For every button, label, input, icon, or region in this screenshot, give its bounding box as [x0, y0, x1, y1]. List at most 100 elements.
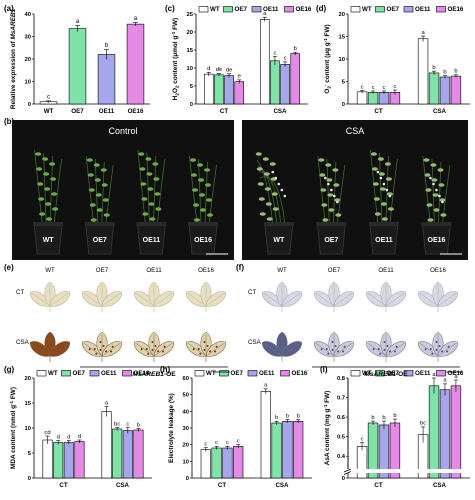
y-tick-label: 20: [25, 57, 31, 63]
pot-rim: [84, 222, 115, 226]
significance-letter: a: [105, 400, 109, 406]
lesion: [93, 348, 96, 351]
trifoliate-leaf: [262, 281, 302, 312]
legend-swatch-oe16: [436, 370, 446, 377]
lesion: [110, 350, 113, 353]
dried-leaf: [333, 194, 336, 198]
significance-letter: c: [284, 56, 287, 62]
legend-label: WT: [362, 6, 372, 13]
lesion: [162, 350, 165, 353]
leaf: [257, 182, 264, 186]
pot-rim: [33, 222, 64, 226]
bar-oe16: [74, 441, 85, 479]
leaf: [425, 188, 432, 192]
leaf: [155, 207, 162, 211]
pot-rim: [188, 222, 219, 226]
leaf-vein: [281, 293, 301, 307]
x-tick-label: CSA: [433, 482, 447, 489]
plant: [137, 149, 166, 225]
legend-label: OE11: [101, 370, 117, 377]
bar-oe7: [270, 60, 280, 105]
leaf: [103, 213, 110, 217]
bar-oe7: [428, 385, 440, 479]
leaf: [197, 163, 204, 167]
legend-swatch-oe7: [219, 370, 229, 377]
panel-label: (d): [316, 4, 327, 13]
leaf-vein: [135, 293, 155, 307]
leaf: [384, 162, 391, 166]
row-label: CT: [248, 289, 256, 296]
lesion: [140, 348, 143, 351]
axis-break-gap: [344, 469, 472, 473]
dried-leaf: [435, 188, 438, 192]
legend-swatch-oe16: [436, 6, 446, 13]
x-tick-label: CSA: [116, 482, 130, 489]
legend-swatch-oe16: [280, 370, 290, 377]
significance-letter: b: [382, 415, 385, 421]
stem: [152, 155, 157, 225]
lesion: [325, 348, 328, 351]
leaf-vein: [333, 343, 353, 357]
leaf: [432, 193, 439, 197]
significance-letter: b: [137, 422, 140, 428]
panel-label: (c): [165, 4, 175, 13]
trifoliate-leaf: [186, 331, 226, 362]
lesion: [343, 345, 346, 348]
lesion: [151, 349, 154, 351]
bar-oe16: [233, 446, 244, 479]
y-tick-label: 0.5: [337, 435, 346, 441]
significance-letter: bc: [420, 421, 426, 427]
leaf-panel-dab: WT OE7 OE11 OE16 CT CSA MsAREB1-OE: [16, 267, 230, 378]
panel-label: (f): [236, 263, 244, 272]
lesion: [192, 348, 195, 351]
stem: [385, 155, 389, 225]
lesion: [441, 350, 444, 353]
trifoliate-leaf: [30, 331, 70, 362]
significance-letter: c: [393, 84, 396, 90]
dried-leaf: [280, 188, 284, 192]
significance-letter: c: [372, 85, 375, 91]
x-tick-label: WT: [44, 108, 54, 115]
legend-label: OE11: [263, 6, 279, 13]
leaf-vein: [31, 293, 51, 307]
bar-wt: [42, 439, 53, 479]
bar-oe16: [293, 421, 304, 479]
dried-leaf: [441, 200, 444, 204]
legend-label: OE11: [259, 370, 275, 377]
y-axis-label: MDA content (nmol g-1 FW): [9, 387, 17, 469]
significance-letter: c: [361, 436, 364, 442]
lesion: [147, 352, 150, 355]
plant: [255, 152, 287, 225]
stem: [156, 158, 166, 225]
leaf-vein: [205, 293, 225, 307]
significance-letter: b: [275, 415, 278, 421]
legend-label: OE16: [134, 370, 150, 377]
significance-letter: c: [126, 421, 129, 427]
dried-leaf: [385, 188, 389, 192]
leaf: [200, 208, 207, 212]
dried-leaf: [429, 176, 432, 180]
column-label: OE11: [378, 267, 394, 274]
leaf: [263, 172, 270, 176]
legend-swatch-oe7: [61, 370, 71, 377]
legend-label: OE7: [73, 370, 86, 377]
leaf: [320, 188, 327, 192]
stem: [204, 161, 208, 225]
leaf: [379, 187, 386, 191]
legend-label: OE11: [415, 6, 431, 13]
legend-label: OE7: [231, 370, 244, 377]
y-tick-label: 0.6: [337, 415, 346, 421]
dried-leaf: [330, 188, 333, 192]
leaf: [262, 157, 269, 161]
leaf: [190, 158, 197, 162]
x-tick-label: CT: [374, 108, 382, 115]
lesion: [337, 350, 340, 353]
leaf: [87, 173, 94, 177]
leaf: [192, 188, 199, 192]
leaf-vein: [385, 293, 405, 307]
leaf: [198, 178, 205, 182]
stem: [85, 155, 95, 225]
leaf: [326, 178, 333, 182]
y-tick-label: 15: [25, 401, 32, 407]
bar-wt: [259, 19, 270, 105]
